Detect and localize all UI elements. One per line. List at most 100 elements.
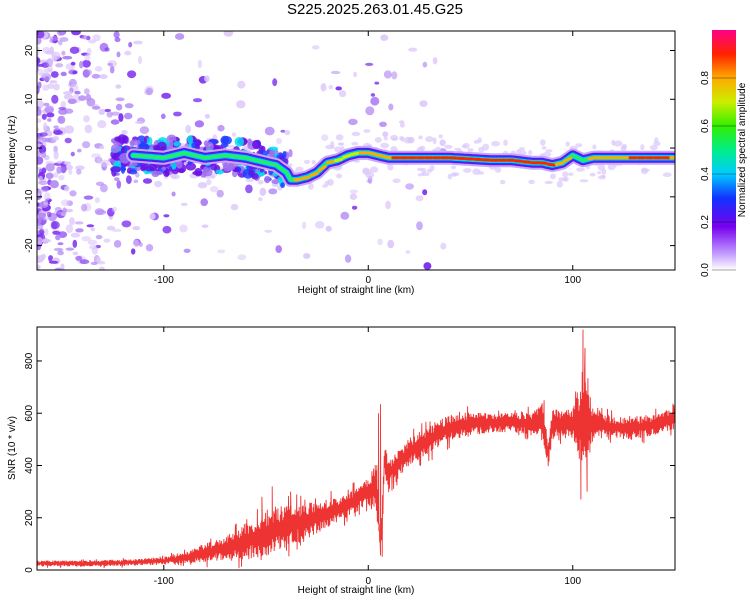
noise-blob [390,134,399,141]
noise-blob [109,65,115,74]
noise-blob [37,156,44,165]
ridge-peak [350,151,360,156]
noise-blob [87,239,98,245]
noise-blob [562,171,569,178]
noise-blob [63,94,73,100]
colorbar-tick-label: 0.0 [700,263,711,277]
noise-blob [64,164,74,171]
noise-blob [83,115,90,123]
snr-line [37,329,675,569]
noise-blob [325,225,332,232]
noise-blob [528,179,535,185]
noise-blob [69,190,77,197]
noise-blob [53,83,60,91]
noise-blob [75,228,84,233]
ridge-peak [563,156,573,163]
noise-blob [237,80,246,89]
noise-blob [528,150,533,155]
noise-blob [72,251,79,256]
y-tick-label: -20 [24,238,35,253]
signal-blob [164,168,170,177]
noise-blob [41,113,47,120]
noise-blob [56,166,63,174]
noise-blob [37,258,43,264]
noise-blob [589,172,596,177]
noise-blob [99,74,108,80]
signal-blob [126,167,132,174]
noise-blob [662,172,672,177]
signal-blob [282,151,287,159]
noise-blob [519,150,527,155]
noise-blob [231,132,237,137]
x-tick-label: 100 [564,576,581,587]
signal-blob [268,146,279,151]
noise-blob [44,192,51,201]
page-title: S225.2025.263.01.45.G25 [287,1,463,18]
noise-blob [236,100,246,109]
noise-blob [275,245,283,254]
noise-blob [84,124,93,134]
noise-blob [138,55,142,65]
noise-blob [284,129,291,136]
signal-blob [120,164,126,174]
noise-blob [139,126,150,134]
noise-blob [94,66,103,72]
noise-blob [295,166,304,172]
signal-blob [171,162,177,170]
noise-blob [37,31,45,39]
noise-blob [62,207,67,214]
y-tick-label: 20 [24,45,35,57]
noise-blob [503,139,508,146]
noise-blob [121,220,132,228]
noise-blob [114,177,120,182]
noise-blob [118,113,124,122]
noise-blob [223,31,234,37]
noise-blob [200,198,208,207]
noise-blob [43,68,53,73]
noise-blob [53,172,59,178]
noise-blob [311,160,316,165]
noise-blob [365,62,374,66]
ridge-peak [383,155,393,160]
signal-blob [251,173,259,180]
noise-blob [556,180,563,188]
signal-blob [234,137,244,147]
noise-blob [204,113,210,119]
noise-blob [180,202,188,206]
ridge-peak [514,159,523,163]
noise-blob [421,172,430,176]
noise-blob [392,178,401,184]
noise-blob [57,160,63,164]
signal-blob [185,162,197,171]
noise-blob [303,253,311,259]
noise-blob [79,259,90,265]
noise-blob [516,149,521,155]
noise-blob [447,173,453,180]
noise-blob [405,183,414,190]
noise-blob [362,167,370,175]
noise-blob [75,165,85,170]
noise-blob [37,63,44,67]
colorbar-label: Normalized spectral amplitude [737,82,748,217]
signal-blob [280,182,285,189]
noise-blob [139,242,143,247]
noise-blob [385,200,391,210]
noise-blob [44,50,55,55]
noise-blob [116,180,122,189]
noise-blob [99,145,105,150]
noise-blob [116,51,121,58]
signal-blob [111,144,121,153]
noise-blob [125,175,132,185]
snr-axes: -100 0 100 0 200 400 600 800 [24,327,675,587]
noise-blob [124,103,134,109]
noise-blob [351,205,358,210]
noise-blob [68,69,78,75]
signal-blob [187,135,194,144]
noise-blob [37,127,40,132]
noise-blob [576,167,586,172]
noise-blob [79,60,84,69]
noise-blob [39,72,50,76]
noise-blob [113,240,122,248]
noise-blob [418,135,423,140]
noise-blob [49,80,58,84]
